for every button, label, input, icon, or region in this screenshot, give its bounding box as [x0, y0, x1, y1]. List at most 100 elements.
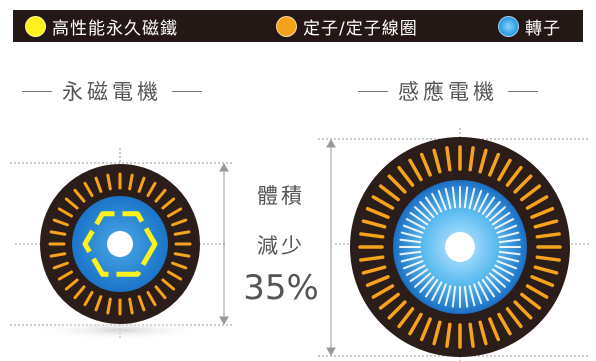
rotor-bar [409, 211, 429, 226]
left-motor-title-text: 永磁電機 [62, 80, 162, 104]
left-motor-shadow [35, 320, 205, 340]
stator-coil [387, 300, 407, 320]
rotor-bar [400, 231, 423, 239]
right-rotor-bars [399, 186, 521, 308]
stator-coil [520, 184, 542, 202]
rotor-bar [496, 260, 518, 270]
stator-coil [365, 275, 390, 288]
rotor-bar [414, 206, 432, 222]
stator-coil [497, 158, 512, 182]
stator-coil [408, 158, 423, 182]
stator-coil [161, 278, 176, 291]
right-shaft [445, 232, 475, 262]
rotor-bar [451, 186, 457, 209]
comparison-line-volume: 體積 [257, 184, 305, 208]
stator-coil [488, 317, 501, 342]
stator-coil [167, 270, 183, 281]
stator-coil [83, 181, 94, 197]
title-dash-left [22, 90, 52, 92]
legend-item-stator: 定子/定子線圈 [276, 10, 418, 42]
stator-coil [171, 261, 188, 270]
stator-coil [49, 230, 67, 236]
stator-coil [52, 261, 69, 270]
orange-dot-icon [276, 15, 297, 37]
stator-coil [106, 173, 112, 191]
legend-label-stator: 定子/定子線圈 [303, 18, 418, 39]
stator-coil [83, 291, 94, 307]
rotor-bar [402, 260, 424, 270]
rotor-bar [419, 201, 435, 219]
stator-coil [371, 284, 395, 299]
rotor-bar [405, 264, 426, 276]
rotor-bar [494, 264, 515, 276]
rotor-bar [463, 186, 469, 209]
left-stator-coils [48, 172, 192, 316]
stator-coil [49, 252, 67, 258]
yellow-dot-icon [25, 15, 46, 37]
rotor-bar [414, 272, 432, 288]
rotor-bar [437, 189, 447, 211]
stator-coil [478, 148, 488, 174]
stator-coil [94, 295, 103, 312]
stator-coil [397, 307, 415, 329]
rotor-bar [497, 255, 520, 263]
stator-coil [106, 297, 112, 315]
stator-coil [533, 219, 559, 229]
rotor-bar [473, 283, 483, 305]
stator-coil [361, 219, 387, 229]
right-stator-coils [358, 145, 562, 349]
blue-dot-icon [498, 15, 519, 37]
rotor-bar [481, 278, 496, 298]
stator-coil [52, 218, 69, 227]
right-dimension-arrow [326, 138, 336, 357]
stator-coil [361, 265, 387, 275]
rotor-bar [444, 284, 452, 307]
rotor-bar [424, 278, 439, 298]
rotor-bar [498, 238, 521, 244]
stator-coil [530, 206, 555, 219]
rotor-bar [477, 192, 489, 213]
rotor-bar [496, 224, 518, 234]
rotor-bar [498, 250, 521, 256]
title-dash-right [172, 90, 202, 92]
legend-bar: 高性能永久磁鐵 定子/定子線圈 轉子 [13, 10, 583, 42]
rotor-bar [488, 272, 506, 288]
rotor-bar [463, 285, 469, 308]
rotor-bar [409, 268, 429, 283]
stator-coil [419, 317, 432, 342]
left-shaft [107, 231, 133, 257]
title-dash-left [358, 90, 388, 92]
stator-coil [445, 322, 452, 348]
title-dash-right [508, 90, 538, 92]
legend-item-rotor: 轉子 [498, 10, 561, 42]
stator-coil [505, 165, 523, 187]
stator-coil [533, 265, 559, 275]
stator-coil [397, 165, 415, 187]
stator-coil [371, 195, 395, 210]
rotor-bar [497, 231, 520, 239]
rotor-bar [424, 196, 439, 216]
stator-coil [513, 174, 533, 194]
stator-coil [154, 188, 167, 203]
stator-coil [64, 197, 79, 210]
stator-coil [154, 285, 167, 300]
stator-coil [468, 322, 475, 348]
rotor-bar [405, 218, 426, 230]
stator-coil [488, 152, 501, 177]
stator-coil [445, 146, 452, 172]
rotor-bar [473, 189, 483, 211]
stator-coil [530, 275, 555, 288]
stator-coil [525, 195, 549, 210]
comparison-percentage: 35% [243, 268, 319, 308]
stator-coil [161, 197, 176, 210]
stator-coil [128, 297, 134, 315]
stator-coil [173, 252, 191, 258]
stator-coil [525, 284, 549, 299]
stator-coil [94, 176, 103, 193]
rotor-bar [491, 268, 511, 283]
stator-coil [359, 255, 385, 262]
rotor-bar [399, 250, 422, 256]
stator-coil [171, 218, 188, 227]
rotor-bar [477, 281, 489, 302]
stator-coil [365, 206, 390, 219]
